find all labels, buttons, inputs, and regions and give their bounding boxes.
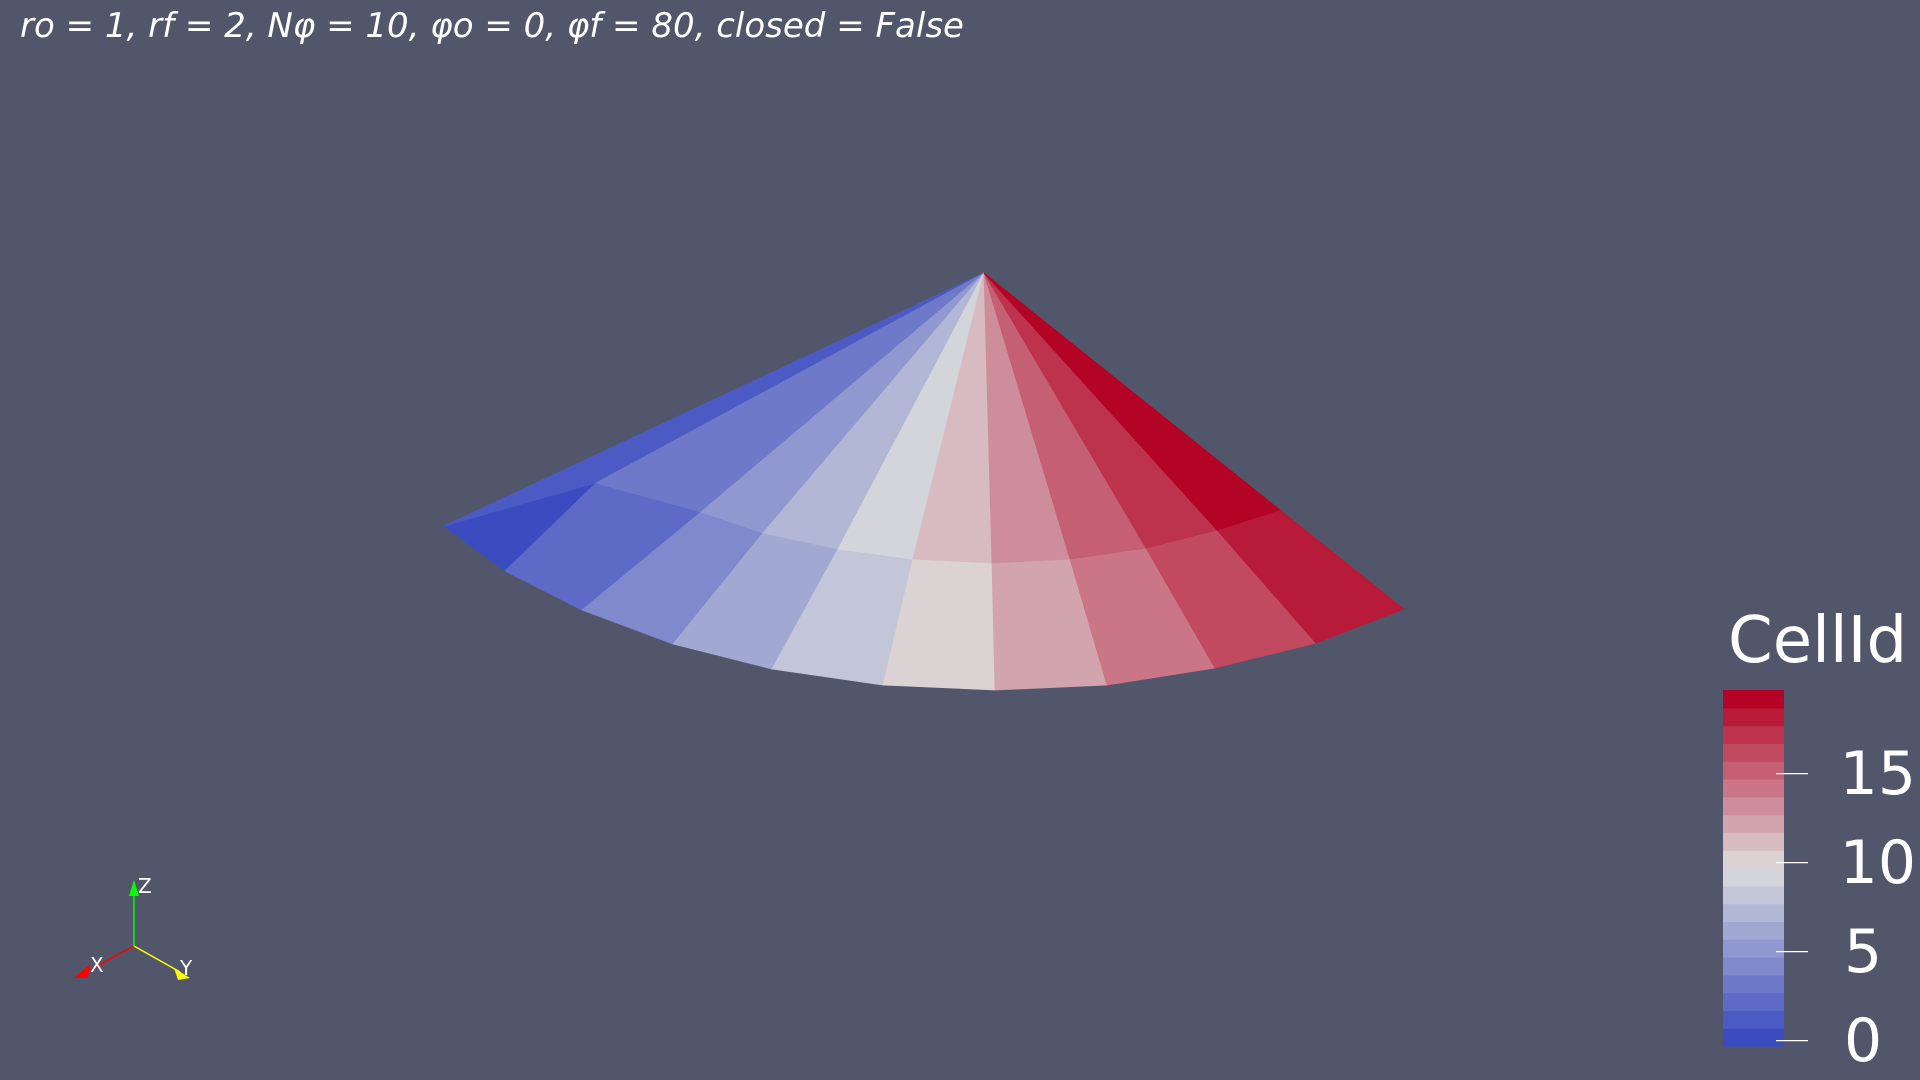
- axis-label-x: X: [90, 953, 104, 977]
- colorbar-tick-label: 0: [1844, 1005, 1883, 1076]
- colorbar-band: [1723, 725, 1784, 744]
- mesh-cell-inner-9: [983, 272, 1281, 531]
- colorbar-band: [1723, 761, 1784, 780]
- colorbar-band: [1723, 921, 1784, 940]
- colorbar-band: [1723, 903, 1784, 922]
- mesh-surface: [443, 272, 1405, 691]
- axis-y-arrow: [174, 968, 190, 980]
- axis-z-arrow: [129, 880, 139, 896]
- colorbar-tick-label: 5: [1844, 916, 1883, 987]
- colorbar-title: CellId: [1728, 604, 1908, 678]
- colorbar-band: [1723, 939, 1784, 958]
- colorbar-band: [1723, 832, 1784, 851]
- colorbar-band: [1723, 885, 1784, 905]
- orientation-axes: [74, 880, 190, 980]
- caption-text: ro = 1, rf = 2, Nφ = 10, φo = 0, φf = 80…: [20, 6, 964, 46]
- colorbar-band: [1723, 743, 1784, 762]
- colorbar-tick-label: 15: [1839, 738, 1916, 809]
- colorbar-band: [1723, 974, 1784, 994]
- axis-y-line: [133, 945, 181, 973]
- axis-x-arrow: [74, 964, 90, 978]
- colorbar-band: [1723, 707, 1784, 727]
- colorbar-band: [1723, 779, 1784, 798]
- colorbar-band: [1723, 957, 1784, 976]
- colorbar-band: [1723, 992, 1784, 1011]
- colorbar-band: [1723, 1010, 1784, 1029]
- colorbar-band: [1723, 690, 1784, 709]
- colorbar-band: [1723, 796, 1784, 816]
- axis-x-line: [81, 945, 135, 975]
- axis-label-z: Z: [138, 874, 152, 898]
- axis-label-y: Y: [180, 956, 193, 980]
- colorbar-band: [1723, 814, 1784, 833]
- colorbar-band: [1723, 868, 1784, 887]
- colorbar: [1723, 690, 1808, 1047]
- colorbar-band: [1723, 1028, 1784, 1047]
- colorbar-band: [1723, 850, 1784, 869]
- colorbar-tick-label: 10: [1839, 827, 1916, 898]
